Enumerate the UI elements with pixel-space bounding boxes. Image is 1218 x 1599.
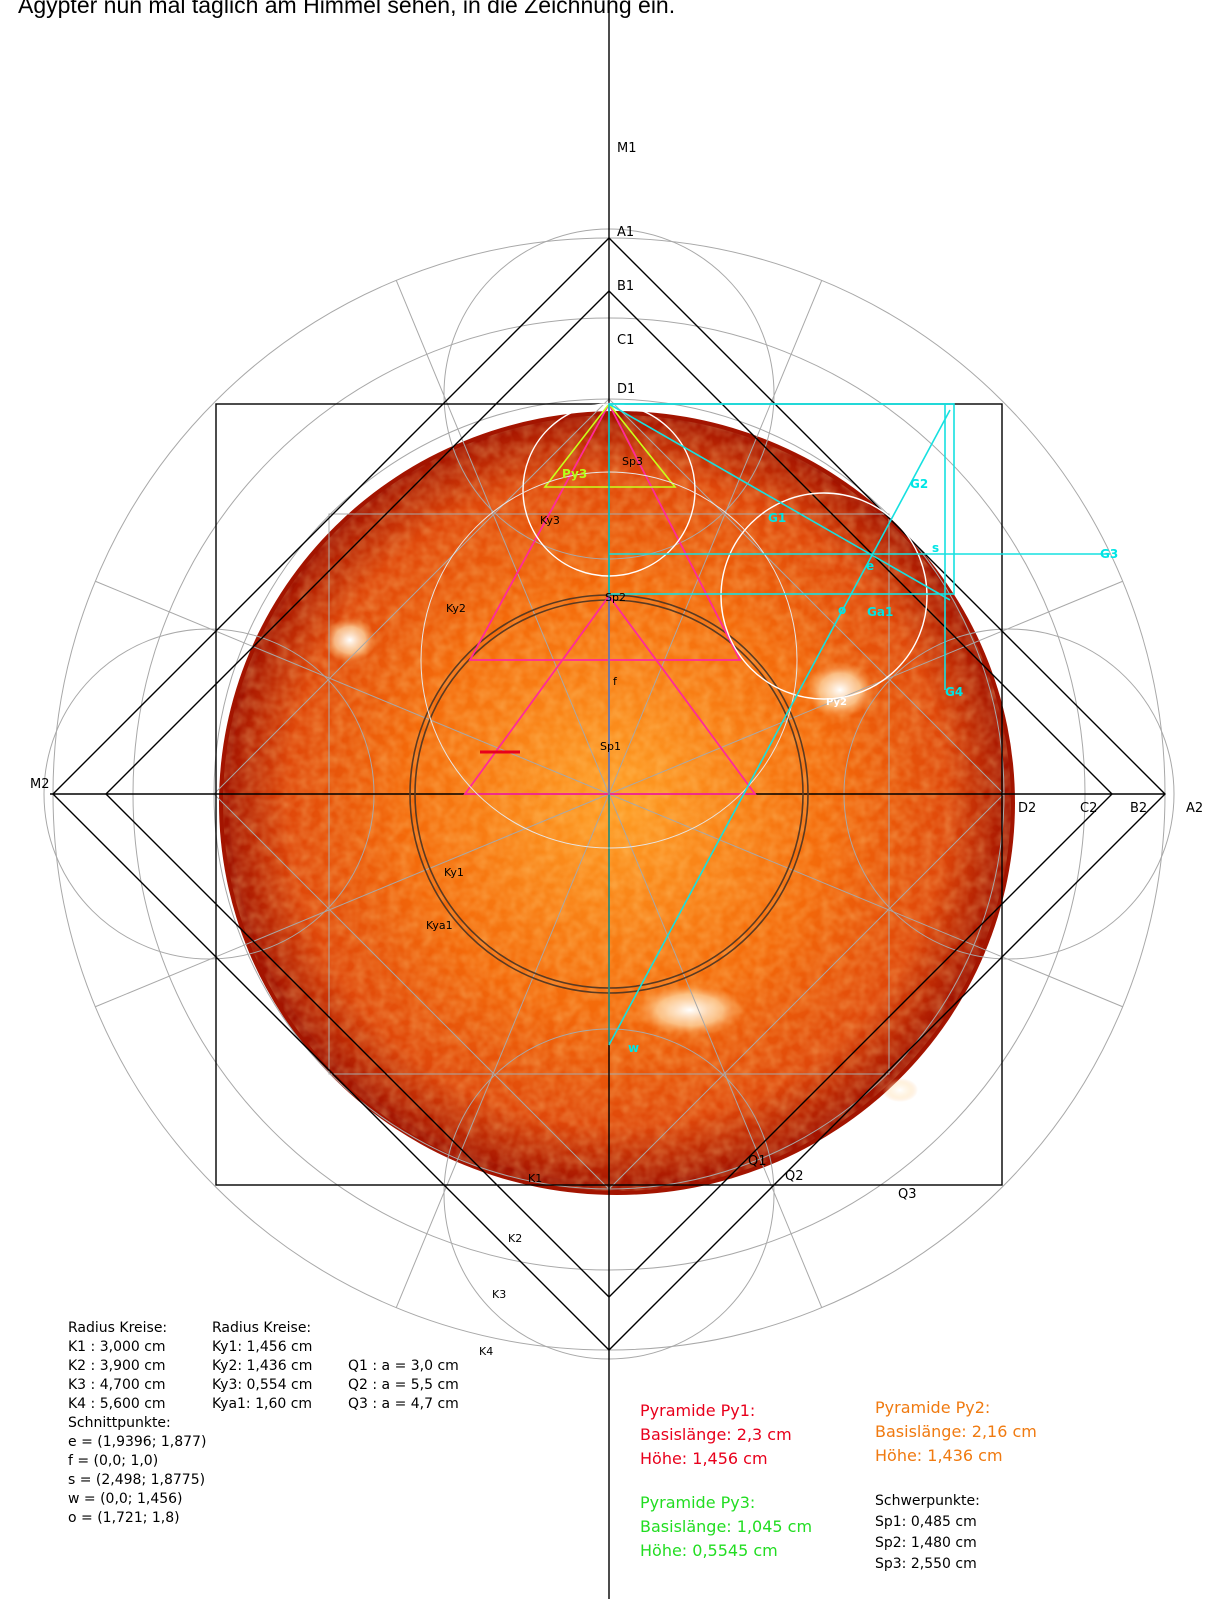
label-py3: Py3: [562, 467, 587, 481]
label-m1: M1: [617, 141, 637, 156]
pyramide-py1-title: Pyramide Py1:: [640, 1401, 756, 1420]
label-c1: C1: [617, 333, 634, 348]
radial-line: [395, 793, 610, 1308]
radius-row: Ky3: 0,554 cm: [212, 1377, 313, 1393]
label-e: e: [866, 559, 874, 573]
label-d1: D1: [617, 382, 635, 397]
radius-kreise-ky: Radius Kreise: Ky1: 1,456 cm Ky2: 1,436 …: [212, 1319, 312, 1414]
label-a2: A2: [1186, 801, 1203, 816]
label-ky2: Ky2: [446, 602, 466, 615]
radius-row: Kya1: 1,60 cm: [212, 1396, 313, 1412]
radius-row: K3 : 4,700 cm: [68, 1377, 166, 1393]
label-w: w: [628, 1041, 639, 1055]
label-g4: G4: [945, 685, 963, 699]
label-k2: K2: [508, 1232, 522, 1245]
schnittpunkte-block: Schnittpunkte: e = (1,9396; 1,877) f = (…: [68, 1414, 206, 1528]
schwerpunkt-row: Sp1: 0,485 cm: [875, 1514, 977, 1530]
schnittpunkt-row: f = (0,0; 1,0): [68, 1453, 159, 1469]
schnittpunkt-row: e = (1,9396; 1,877): [68, 1434, 207, 1450]
label-a1: A1: [617, 225, 634, 240]
pyramid-py3-lines: [543, 402, 677, 488]
label-g1: G1: [768, 511, 786, 525]
diagram-labels: Ky3 Ky2 Ky1 Kya1 Sp3 Sp2 Sp1 f Py3 G1 G2…: [426, 455, 1118, 1358]
pyramide-py2-block: Pyramide Py2: Basislänge: 2,16 cm Höhe: …: [875, 1396, 1037, 1468]
radial-line: [395, 280, 610, 795]
label-py2: Py2: [826, 697, 847, 708]
radius-kreise-k-title: Radius Kreise:: [68, 1320, 168, 1336]
label-o: o: [838, 603, 846, 617]
pyramide-py3-title: Pyramide Py3:: [640, 1493, 756, 1512]
label-g2: G2: [910, 477, 928, 491]
pyramide-py1-basis: Basislänge: 2,3 cm: [640, 1425, 792, 1444]
label-kya1: Kya1: [426, 919, 453, 932]
label-sp3: Sp3: [622, 455, 643, 468]
schwerpunkte-title: Schwerpunkte:: [875, 1493, 980, 1509]
label-b2: B2: [1130, 801, 1147, 816]
radius-row: K2 : 3,900 cm: [68, 1358, 166, 1374]
quadrate-block: Q1 : a = 3,0 cm Q2 : a = 5,5 cm Q3 : a =…: [348, 1357, 459, 1414]
radial-line: [608, 793, 823, 1308]
label-c2: C2: [1080, 801, 1097, 816]
caption: Ägypter nun mal täglich am Himmel sehen,…: [18, 0, 676, 18]
cyan-construction-lines: [608, 403, 1110, 1046]
radius-kreise-k: Radius Kreise: K1 : 3,000 cm K2 : 3,900 …: [68, 1319, 167, 1414]
radial-line: [95, 580, 610, 795]
radius-row: Ky2: 1,436 cm: [212, 1358, 313, 1374]
schnittpunkt-row: o = (1,721; 1,8): [68, 1510, 180, 1526]
pyramide-py1-block: Pyramide Py1: Basislänge: 2,3 cm Höhe: 1…: [640, 1399, 792, 1471]
label-q2: Q2: [785, 1169, 804, 1184]
pyramide-py2-hoehe: Höhe: 1,436 cm: [875, 1446, 1003, 1465]
label-m2: M2: [30, 777, 50, 792]
label-k1: K1: [528, 1172, 542, 1185]
label-ky3: Ky3: [540, 514, 560, 527]
quadrat-row: Q3 : a = 4,7 cm: [348, 1396, 459, 1412]
label-q1: Q1: [748, 1154, 767, 1169]
sun-image: [219, 411, 1015, 1195]
schwerpunkte-block: Schwerpunkte: Sp1: 0,485 cm Sp2: 1,480 c…: [875, 1491, 980, 1575]
schnittpunkt-row: s = (2,498; 1,8775): [68, 1472, 206, 1488]
pyramide-py3-basis: Basislänge: 1,045 cm: [640, 1517, 813, 1536]
label-g3: G3: [1100, 547, 1118, 561]
label-b1: B1: [617, 279, 634, 294]
radial-line: [95, 793, 610, 1008]
axis-labels: M1 A1 B1 C1 D1 M2 D2 C2 B2 A2: [30, 141, 1203, 816]
pyramide-py2-basis: Basislänge: 2,16 cm: [875, 1422, 1037, 1441]
radial-line: [608, 280, 823, 795]
radius-row: K1 : 3,000 cm: [68, 1339, 166, 1355]
label-k4: K4: [479, 1345, 493, 1358]
diamond-q1: [52, 237, 1166, 1351]
pyramide-py2-title: Pyramide Py2:: [875, 1398, 991, 1417]
pyramide-py1-hoehe: Höhe: 1,456 cm: [640, 1449, 768, 1468]
label-f: f: [613, 675, 618, 688]
quadrat-row: Q2 : a = 5,5 cm: [348, 1377, 459, 1393]
schnittpunkt-row: w = (0,0; 1,456): [68, 1491, 183, 1507]
quadrat-row: Q1 : a = 3,0 cm: [348, 1358, 459, 1374]
schwerpunkt-row: Sp3: 2,550 cm: [875, 1556, 977, 1572]
label-sp1: Sp1: [600, 740, 621, 753]
label-k3: K3: [492, 1288, 506, 1301]
pyramide-py3-hoehe: Höhe: 0,5545 cm: [640, 1541, 778, 1560]
label-q3: Q3: [898, 1187, 917, 1202]
radial-line: [608, 580, 1123, 795]
label-ga1: Ga1: [867, 605, 893, 619]
label-ky1: Ky1: [444, 866, 464, 879]
radius-row: K4 : 5,600 cm: [68, 1396, 166, 1412]
radial-line: [608, 793, 1123, 1008]
schwerpunkt-row: Sp2: 1,480 cm: [875, 1535, 977, 1551]
pyramide-py3-block: Pyramide Py3: Basislänge: 1,045 cm Höhe:…: [640, 1491, 812, 1563]
radius-row: Ky1: 1,456 cm: [212, 1339, 313, 1355]
radius-kreise-ky-title: Radius Kreise:: [212, 1320, 312, 1336]
label-s: s: [932, 541, 939, 555]
label-d2: D2: [1018, 801, 1036, 816]
label-sp2: Sp2: [605, 591, 626, 604]
schnittpunkte-title: Schnittpunkte:: [68, 1415, 171, 1431]
